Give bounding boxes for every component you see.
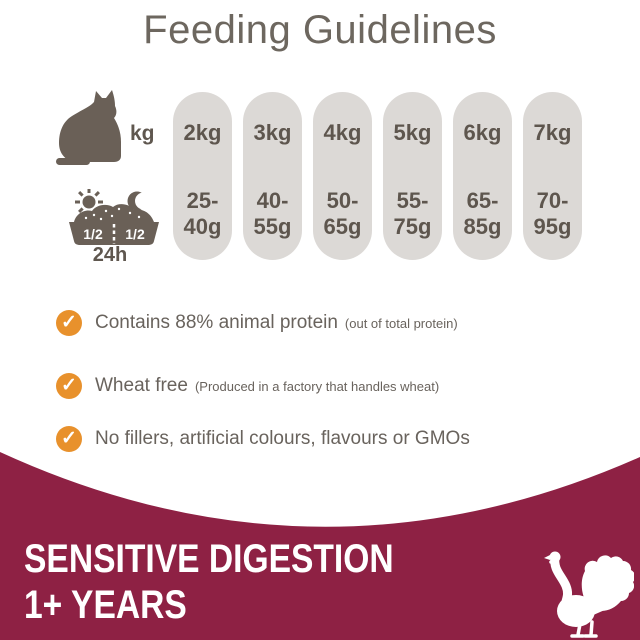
column-weight: 2kg: [183, 120, 222, 145]
feeding-column: 3kg 40- 55g: [243, 92, 302, 260]
column-amount: 55- 75g: [393, 188, 432, 239]
benefit-item: ✓ Wheat free (Produced in a factory that…: [56, 372, 439, 400]
benefit-text: Wheat free: [95, 375, 188, 396]
feeding-column: 7kg 70- 95g: [523, 92, 582, 260]
column-weight: 3kg: [253, 120, 292, 145]
page-title: Feeding Guidelines: [143, 8, 497, 52]
column-weight: 5kg: [393, 120, 432, 145]
column-weight: 4kg: [323, 120, 362, 145]
feeding-column: 5kg 55- 75g: [383, 92, 442, 260]
column-amount: 25- 40g: [183, 188, 222, 239]
food-bowl-icon: 1/2 1/2: [69, 204, 159, 245]
portion-label-am: 1/2: [83, 226, 103, 242]
feeding-column: 4kg 50- 65g: [313, 92, 372, 260]
column-amount: 40- 55g: [253, 188, 292, 239]
column-amount: 50- 65g: [323, 188, 362, 239]
benefit-item: ✓ No fillers, artificial colours, flavou…: [56, 425, 477, 453]
check-icon: ✓: [56, 426, 82, 452]
portion-label-pm: 1/2: [125, 226, 145, 242]
cat-icon: [56, 90, 121, 165]
benefit-note: (out of total protein): [344, 315, 458, 331]
feeding-column: 6kg 65- 85g: [453, 92, 512, 260]
feeding-columns: 2kg 25- 40g 3kg 40- 55g 4kg 50- 65g 5kg …: [173, 92, 582, 260]
column-weight: 7kg: [533, 120, 572, 145]
moon-icon: [127, 191, 152, 211]
banner-title: SENSITIVE DIGESTION 1+ YEARS: [24, 536, 394, 628]
column-weight: 6kg: [463, 120, 502, 145]
check-icon: ✓: [56, 373, 82, 399]
benefit-text: Contains 88% animal protein: [95, 312, 338, 333]
column-amount: 65- 85g: [463, 188, 502, 239]
banner-title-line2: 1+ YEARS: [24, 583, 187, 627]
benefit-note: (Produced in a factory that handles whea…: [194, 378, 440, 394]
bottom-banner: [0, 452, 640, 640]
daily-period-label: 24h: [92, 244, 128, 266]
check-icon: ✓: [56, 310, 82, 336]
turkey-icon: [544, 551, 634, 638]
feeding-column: 2kg 25- 40g: [173, 92, 232, 260]
benefit-item: ✓ Contains 88% animal protein (out of to…: [56, 309, 458, 337]
column-amount: 70- 95g: [533, 188, 572, 239]
benefit-text: No fillers, artificial colours, flavours…: [95, 428, 470, 449]
day-night-portion-icon: 1/2 1/2: [69, 189, 159, 245]
weight-unit-label: kg: [130, 122, 155, 145]
banner-title-line1: SENSITIVE DIGESTION: [24, 537, 394, 581]
